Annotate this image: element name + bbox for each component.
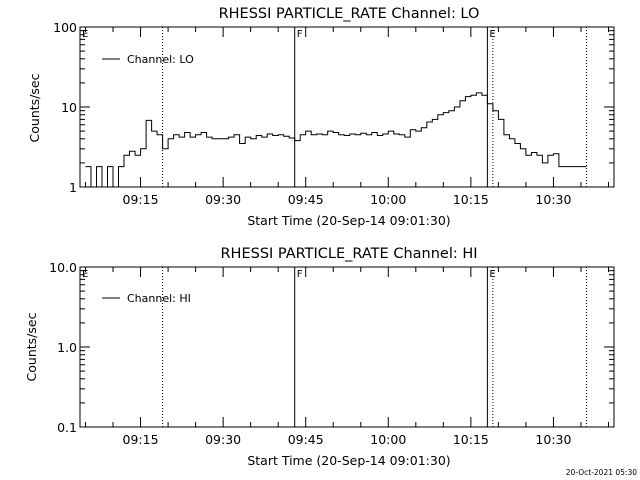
series-line [85, 92, 587, 188]
x-tick-label: 09:15 [123, 432, 159, 447]
flag-label: E [82, 29, 88, 40]
x-tick-label: 09:45 [288, 192, 324, 207]
chart-hi-ylabel: Counts/sec [24, 312, 39, 381]
x-tick-label: 10:30 [535, 192, 571, 207]
chart-lo-xlabel: Start Time (20-Sep-14 09:01:30) [247, 213, 450, 228]
plot-frame [79, 26, 615, 188]
x-tick-label: 09:30 [205, 432, 241, 447]
chart-hi-xlabel: Start Time (20-Sep-14 09:01:30) [247, 453, 450, 468]
y-tick-label: 0.1 [57, 420, 77, 435]
flag-label: E [489, 29, 495, 40]
flag-label: F [297, 29, 303, 40]
chart-lo-plot-area: 1 10 100 09:15 09:30 09:45 10:00 10:15 10:30 E F E [53, 20, 615, 207]
chart-lo-legend: Channel: LO [102, 53, 194, 66]
x-tick-label: 09:30 [205, 192, 241, 207]
flag-label: F [297, 269, 303, 280]
y-tick-label: 1 [69, 180, 77, 195]
y-tick-label: 100 [53, 20, 77, 35]
x-tick-label: 10:15 [453, 192, 489, 207]
x-tick-label: 10:00 [370, 432, 406, 447]
flag-label: E [489, 269, 495, 280]
y-tick-label: 1.0 [57, 340, 77, 355]
chart-hi-plot-area: 0.1 1.0 10.0 09:15 09:30 09:45 10:00 10:15 10:30… [49, 260, 615, 447]
chart-lo: RHESSI PARTICLE_RATE Channel: LO 1 10 100 0… [27, 6, 615, 228]
chart-hi-title: RHESSI PARTICLE_RATE Channel: HI [220, 246, 477, 262]
legend-label-lo: Channel: LO [127, 53, 194, 66]
chart-hi-legend: Channel: HI [102, 292, 191, 305]
y-tick-label: 10.0 [49, 260, 77, 275]
x-tick-label: 10:30 [535, 432, 571, 447]
x-tick-label: 10:15 [453, 432, 489, 447]
x-tick-label: 09:15 [123, 192, 159, 207]
chart-lo-title: RHESSI PARTICLE_RATE Channel: LO [219, 6, 480, 22]
chart-hi: RHESSI PARTICLE_RATE Channel: HI 0.1 1.0 1… [24, 246, 615, 468]
x-tick-label: 10:00 [370, 192, 406, 207]
plot-frame [79, 266, 615, 428]
legend-label-hi: Channel: HI [127, 292, 191, 305]
flag-label: E [82, 269, 88, 280]
footer-timestamp: 20-Oct-2021 05:30 [566, 468, 637, 477]
y-tick-label: 10 [61, 100, 77, 115]
chart-lo-ylabel: Counts/sec [27, 73, 42, 142]
x-tick-label: 09:45 [288, 432, 324, 447]
